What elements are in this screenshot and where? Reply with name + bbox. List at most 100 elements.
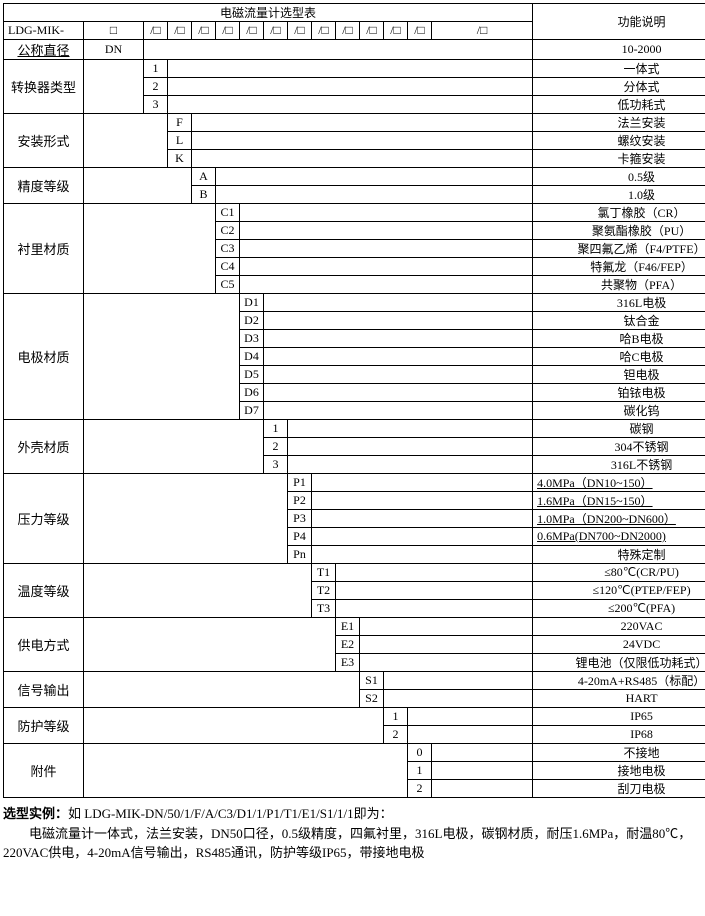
spacer xyxy=(336,582,533,600)
spacer xyxy=(216,186,533,204)
spacer xyxy=(192,150,533,168)
spacer xyxy=(84,708,384,744)
desc-cell: HART xyxy=(533,690,705,708)
func-title: 功能说明 xyxy=(533,4,705,40)
selection-table: 电磁流量计选型表 功能说明 LDG-MIK- □ /□ /□ /□ /□ /□ … xyxy=(3,3,705,798)
desc-cell: 4.0MPa（DN10~150） xyxy=(533,474,705,492)
code-cell: 1 xyxy=(384,708,408,726)
spacer xyxy=(360,654,533,672)
spacer xyxy=(192,132,533,150)
spacer xyxy=(312,510,533,528)
row-label-temp: 温度等级 xyxy=(4,564,84,618)
desc-cell: 螺纹安装 xyxy=(533,132,705,150)
code-cell: 2 xyxy=(264,438,288,456)
desc-cell: 24VDC xyxy=(533,636,705,654)
code-box: /□ xyxy=(264,22,288,40)
row-label-pressure: 压力等级 xyxy=(4,474,84,564)
code-cell: D4 xyxy=(240,348,264,366)
spacer xyxy=(432,744,533,762)
spacer xyxy=(336,600,533,618)
footer-text: 选型实例：如 LDG-MIK-DN/50/1/F/A/C3/D1/1/P1/T1… xyxy=(3,804,702,863)
code-box: /□ xyxy=(336,22,360,40)
code-cell: D3 xyxy=(240,330,264,348)
code-cell: P1 xyxy=(288,474,312,492)
spacer xyxy=(264,402,533,420)
desc-cell: 锂电池（仅限低功耗式） xyxy=(533,654,705,672)
desc-cell: 220VAC xyxy=(533,618,705,636)
spacer xyxy=(84,204,216,294)
spacer xyxy=(168,96,533,114)
spacer xyxy=(432,780,533,798)
table-title: 电磁流量计选型表 xyxy=(4,4,533,22)
code-cell: 1 xyxy=(264,420,288,438)
desc-cell: 刮刀电极 xyxy=(533,780,705,798)
spacer xyxy=(408,708,533,726)
code-cell: DN xyxy=(84,40,144,60)
code-cell: 2 xyxy=(408,780,432,798)
code-box: /□ xyxy=(360,22,384,40)
desc-cell: 316L不锈钢 xyxy=(533,456,705,474)
desc-cell: ≤80℃(CR/PU) xyxy=(533,564,705,582)
desc-cell: 钛合金 xyxy=(533,312,705,330)
desc-cell: 哈C电极 xyxy=(533,348,705,366)
spacer xyxy=(84,60,144,114)
row-label-lining: 衬里材质 xyxy=(4,204,84,294)
desc-cell: IP65 xyxy=(533,708,705,726)
desc-cell: 1.0MPa（DN200~DN600） xyxy=(533,510,705,528)
spacer xyxy=(264,348,533,366)
row-label-signal: 信号输出 xyxy=(4,672,84,708)
desc-cell: 铂铱电极 xyxy=(533,384,705,402)
code-box: /□ xyxy=(432,22,533,40)
code-cell: L xyxy=(168,132,192,150)
spacer xyxy=(264,312,533,330)
spacer xyxy=(84,294,240,420)
desc-cell: 聚氨酯橡胶（PU） xyxy=(533,222,705,240)
desc-cell: 特殊定制 xyxy=(533,546,705,564)
spacer xyxy=(84,564,312,618)
row-label-protect: 防护等级 xyxy=(4,708,84,744)
spacer xyxy=(384,690,533,708)
code-cell: P3 xyxy=(288,510,312,528)
code-box: /□ xyxy=(312,22,336,40)
desc-cell: 聚四氟乙烯（F4/PTFE） xyxy=(533,240,705,258)
spacer xyxy=(360,618,533,636)
spacer xyxy=(240,222,533,240)
row-label-converter: 转换器类型 xyxy=(4,60,84,114)
row-label-power: 供电方式 xyxy=(4,618,84,672)
spacer xyxy=(264,384,533,402)
code-cell: T2 xyxy=(312,582,336,600)
code-cell: T3 xyxy=(312,600,336,618)
row-label-electrode: 电极材质 xyxy=(4,294,84,420)
model-prefix: LDG-MIK- xyxy=(4,22,84,40)
code-cell: 3 xyxy=(264,456,288,474)
code-cell: D2 xyxy=(240,312,264,330)
desc-cell: 钽电极 xyxy=(533,366,705,384)
spacer xyxy=(240,240,533,258)
spacer xyxy=(288,420,533,438)
row-label-install: 安装形式 xyxy=(4,114,84,168)
footer-label: 选型实例： xyxy=(3,806,68,821)
code-box: /□ xyxy=(192,22,216,40)
spacer xyxy=(384,672,533,690)
spacer xyxy=(432,762,533,780)
spacer xyxy=(264,294,533,312)
desc-cell: 1.6MPa（DN15~150） xyxy=(533,492,705,510)
desc-cell: 分体式 xyxy=(533,78,705,96)
desc-cell: 0.5级 xyxy=(533,168,705,186)
code-cell: B xyxy=(192,186,216,204)
spacer xyxy=(168,60,533,78)
desc-cell: 氯丁橡胶（CR） xyxy=(533,204,705,222)
desc-cell: 一体式 xyxy=(533,60,705,78)
code-cell: P4 xyxy=(288,528,312,546)
desc-cell: 接地电极 xyxy=(533,762,705,780)
desc-cell: 共聚物（PFA） xyxy=(533,276,705,294)
code-cell: K xyxy=(168,150,192,168)
spacer xyxy=(84,114,168,168)
desc-cell: 10-2000 xyxy=(533,40,705,60)
code-cell: D6 xyxy=(240,384,264,402)
spacer xyxy=(264,330,533,348)
row-label-shell: 外壳材质 xyxy=(4,420,84,474)
row-label-accessory: 附件 xyxy=(4,744,84,798)
code-box: /□ xyxy=(408,22,432,40)
code-cell: C2 xyxy=(216,222,240,240)
